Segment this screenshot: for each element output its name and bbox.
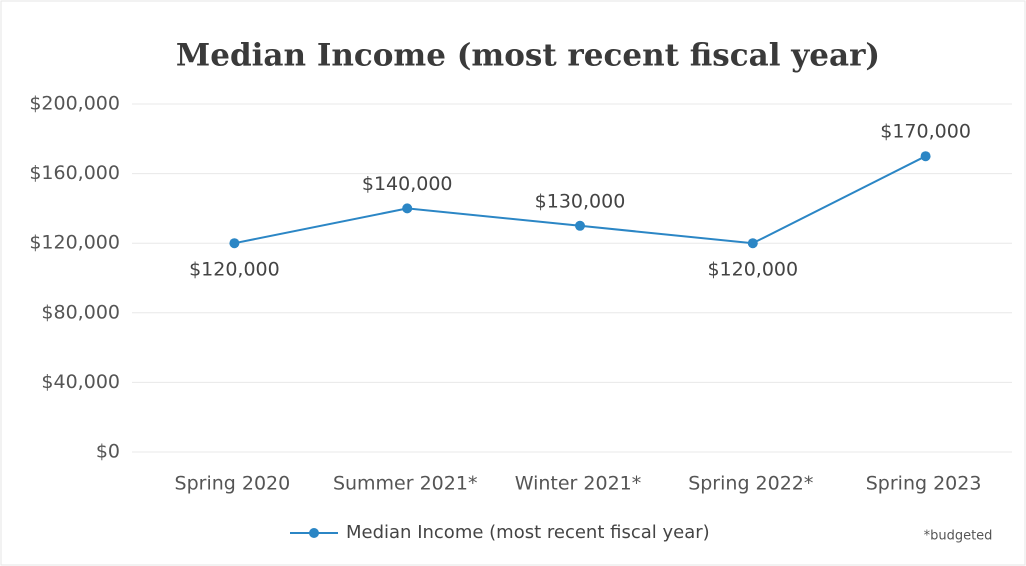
data-label: $130,000 — [535, 190, 626, 212]
y-tick-label: $0 — [96, 441, 120, 463]
legend-marker — [309, 528, 319, 538]
y-tick-label: $40,000 — [41, 371, 120, 393]
data-point — [747, 238, 758, 249]
y-tick-label: $120,000 — [29, 232, 120, 254]
x-tick-label: Spring 2020 — [175, 473, 291, 495]
data-label: $170,000 — [880, 121, 971, 143]
footnote: *budgeted — [924, 529, 993, 544]
y-tick-label: $200,000 — [29, 93, 120, 115]
x-tick-label: Spring 2023 — [866, 473, 982, 495]
data-point — [402, 203, 413, 214]
legend-label: Median Income (most recent fiscal year) — [346, 522, 710, 543]
x-tick-label: Winter 2021* — [515, 473, 642, 495]
x-tick-label: Spring 2022* — [688, 473, 813, 495]
data-label: $140,000 — [362, 173, 453, 195]
data-point — [229, 238, 240, 249]
y-tick-label: $80,000 — [41, 301, 120, 323]
data-label: $120,000 — [707, 259, 798, 281]
data-point — [575, 220, 585, 231]
chart-title: Median Income (most recent fiscal year) — [176, 38, 880, 74]
y-tick-label: $160,000 — [29, 162, 120, 184]
data-point — [920, 151, 931, 162]
x-tick-label: Summer 2021* — [333, 473, 478, 495]
data-label: $120,000 — [189, 259, 280, 281]
